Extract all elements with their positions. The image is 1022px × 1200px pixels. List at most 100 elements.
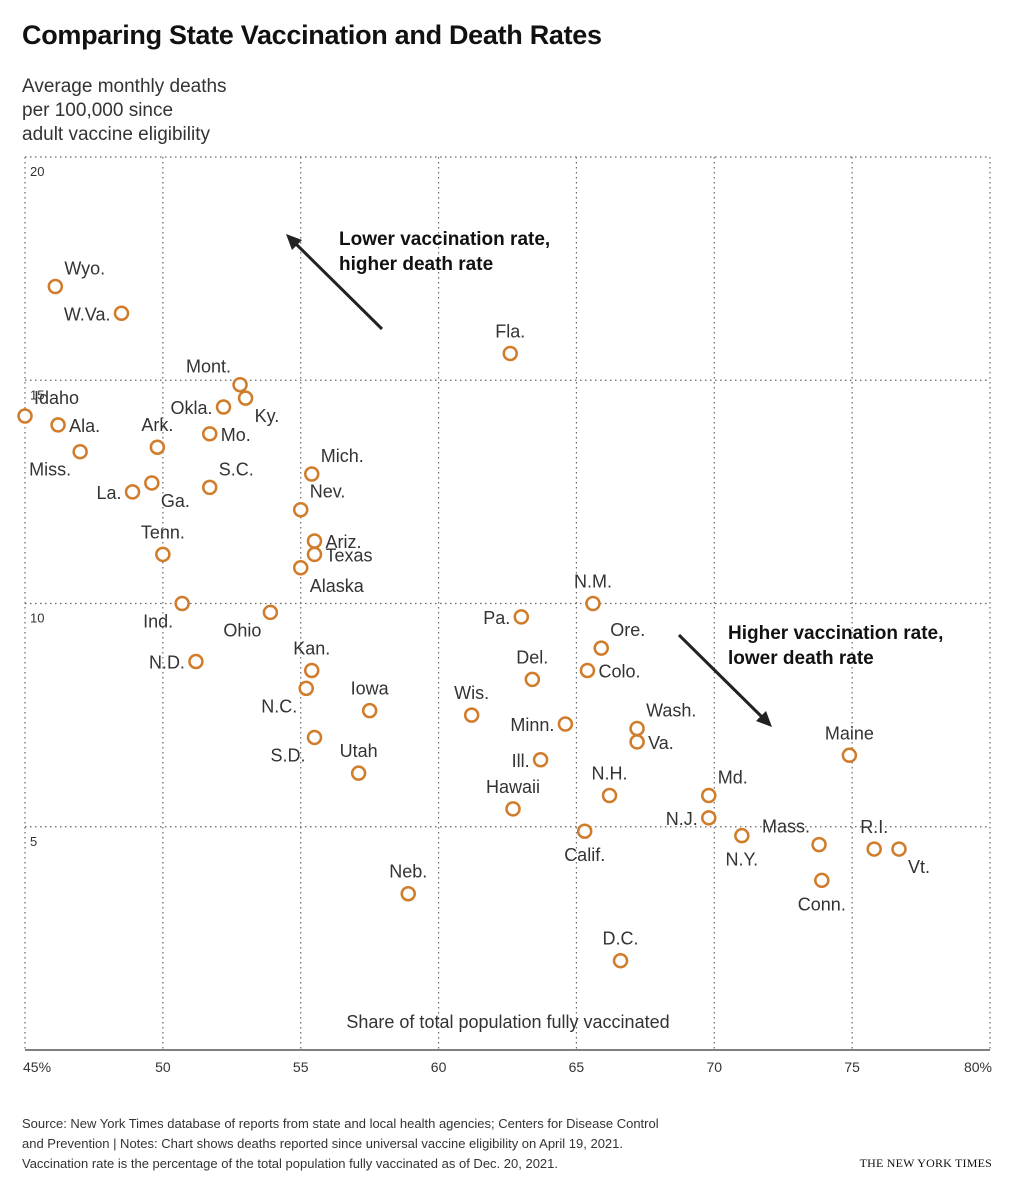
point-label: Ohio (223, 620, 261, 640)
data-point (463, 707, 480, 723)
x-tick-label: 45% (23, 1059, 51, 1075)
point-label: Ore. (610, 620, 645, 640)
annotation-text: higher death rate (339, 254, 493, 275)
data-point (262, 604, 279, 621)
point-labels: Wyo. W.Va. Fla. Mont. Okla. Ky. Idaho Ala. Ark. M… (29, 258, 930, 948)
point-label: N.J. (666, 809, 698, 829)
point-label: Pa. (483, 608, 510, 628)
data-point (149, 439, 166, 455)
data-point (814, 872, 830, 889)
data-point (155, 546, 171, 563)
point-label: Wyo. (64, 258, 105, 278)
data-point (505, 801, 521, 817)
y-tick-label: 10 (30, 611, 44, 626)
source-line-2: and Prevention | Notes: Chart shows deat… (22, 1136, 623, 1151)
point-label: Idaho (34, 388, 79, 408)
point-label: Ind. (143, 612, 173, 632)
point-label: Kan. (293, 638, 330, 658)
arrow-down-right-head (756, 711, 772, 727)
point-label: Mich. (321, 446, 364, 466)
point-label: Fla. (495, 321, 525, 341)
point-label: Wis. (454, 683, 489, 703)
data-point (350, 765, 367, 781)
point-label: Ill. (512, 751, 530, 771)
data-point (144, 475, 160, 491)
source-line-3: Vaccination rate is the percentage of th… (22, 1156, 558, 1171)
data-point (576, 823, 593, 839)
y-axis-label-line-1: Average monthly deaths (22, 76, 227, 97)
data-point (232, 376, 248, 393)
point-label: Okla. (170, 398, 212, 418)
arrow-down-right (677, 633, 766, 721)
point-label: Ala. (69, 416, 100, 436)
point-label: N.M. (574, 572, 612, 592)
point-label: N.H. (592, 763, 628, 783)
point-label: W.Va. (64, 304, 111, 324)
annotation-text: lower death rate (728, 648, 874, 669)
data-point (579, 662, 596, 679)
point-label: Ark. (141, 415, 173, 435)
x-tick-label: 50 (155, 1059, 171, 1075)
data-point (734, 827, 750, 844)
arrow-up-left (292, 240, 384, 331)
point-label: Conn. (798, 894, 846, 914)
data-point (72, 443, 88, 460)
arrow-up-left-head (286, 234, 302, 250)
point-label: Hawaii (486, 777, 540, 797)
data-point (306, 729, 323, 746)
data-point (701, 810, 717, 826)
data-point (47, 278, 64, 295)
x-axis-label: Share of total population fully vaccinat… (346, 1012, 669, 1032)
x-tick-label: 70 (706, 1059, 722, 1075)
point-label: Maine (825, 723, 874, 743)
data-point (306, 533, 323, 549)
point-label: Mass. (762, 817, 810, 837)
point-label: Calif. (564, 845, 605, 865)
data-point (292, 501, 309, 518)
annotation-text: Lower vaccination rate, (339, 229, 550, 250)
point-label: Tenn. (141, 522, 185, 542)
data-point (306, 546, 323, 563)
point-label: Texas (326, 545, 373, 565)
data-point (17, 408, 33, 424)
publisher-credit: THE NEW YORK TIMES (859, 1156, 992, 1170)
point-label: Ariz. (326, 532, 362, 552)
data-point (601, 787, 618, 804)
data-point (866, 841, 882, 857)
point-label: D.C. (603, 929, 639, 949)
data-point (188, 653, 204, 670)
point-label: Miss. (29, 460, 71, 480)
data-point (201, 426, 218, 442)
point-label: Md. (718, 767, 748, 787)
x-tick-label: 55 (293, 1059, 309, 1075)
x-tick-label: 65 (569, 1059, 585, 1075)
point-label: R.I. (860, 817, 888, 837)
point-label: La. (96, 483, 121, 503)
point-label: N.C. (261, 696, 297, 716)
y-tick-label: 15 (30, 387, 44, 402)
y-axis-label-line-2: per 100,000 since (22, 100, 174, 121)
point-label: Mont. (186, 357, 231, 377)
point-label: Minn. (510, 715, 554, 735)
data-point (629, 720, 645, 737)
data-point (524, 671, 541, 688)
data-point (303, 662, 320, 679)
data-point (701, 787, 717, 804)
data-point (215, 399, 232, 415)
data-point (841, 747, 858, 764)
point-label: Del. (516, 647, 548, 667)
data-point (174, 595, 190, 612)
x-tick-label: 60 (431, 1059, 447, 1075)
data-point (532, 752, 549, 768)
point-label: Vt. (908, 857, 930, 877)
data-point (502, 345, 519, 362)
point-label: Alaska (310, 576, 365, 596)
point-label: Neb. (389, 862, 427, 882)
point-label: Nev. (310, 482, 346, 502)
data-point (513, 609, 530, 625)
data-point (124, 484, 141, 500)
data-point (292, 560, 309, 576)
data-point (50, 417, 66, 433)
y-axis-label-line-3: adult vaccine eligibility (22, 124, 210, 145)
